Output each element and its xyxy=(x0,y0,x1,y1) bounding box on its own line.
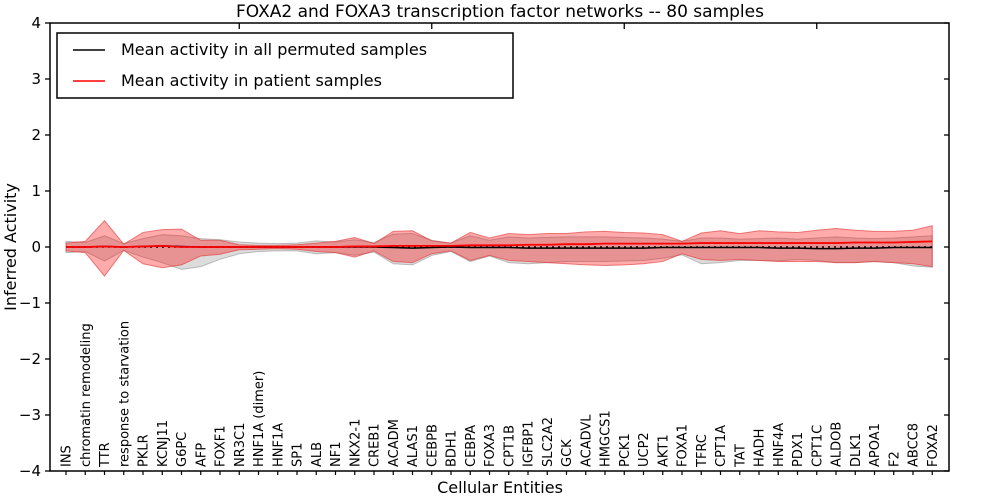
category-label: GCK xyxy=(560,439,575,467)
ytick-label: −4 xyxy=(19,462,41,480)
category-label: ABCC8 xyxy=(907,423,922,467)
category-label: NR3C1 xyxy=(233,423,248,467)
category-label: ALDOB xyxy=(830,422,845,467)
category-label: CPT1B xyxy=(502,425,517,467)
category-label: ALAS1 xyxy=(406,425,421,467)
ytick-label: 1 xyxy=(31,182,41,200)
category-label: TFRC xyxy=(695,434,710,468)
plot-frame xyxy=(49,22,950,472)
category-label: PCK1 xyxy=(618,433,633,467)
category-label: PKLR xyxy=(137,434,152,467)
category-label: HMGCS1 xyxy=(599,410,614,467)
category-label: HNF1A xyxy=(271,423,286,467)
category-label: CEBPB xyxy=(425,424,440,467)
mean-lines-layer xyxy=(66,240,933,250)
category-label: AFP xyxy=(194,443,209,467)
legend-label-patient: Mean activity in patient samples xyxy=(121,71,382,90)
category-label: NKX2-1 xyxy=(348,419,363,467)
legend-box xyxy=(56,32,514,99)
category-label: response to starvation xyxy=(117,321,132,467)
ytick-label: 3 xyxy=(31,70,41,88)
category-label: CREB1 xyxy=(368,423,383,467)
category-label: APOA1 xyxy=(868,423,883,467)
category-label: UCP2 xyxy=(637,432,652,467)
category-label: CPT1C xyxy=(810,425,825,467)
category-label: SLC2A2 xyxy=(541,417,556,467)
category-label: KCNJ11 xyxy=(156,420,171,467)
category-label: FOXA2 xyxy=(926,424,941,467)
x-axis-label: Cellular Entities xyxy=(437,478,563,497)
category-label: HNF1A (dimer) xyxy=(252,371,267,467)
category-label: ACADM xyxy=(387,419,402,467)
category-label: TTR xyxy=(98,442,113,468)
category-label: ALB xyxy=(310,442,325,467)
category-label: HNF4A xyxy=(772,423,787,467)
legend: Mean activity in all permuted samples Me… xyxy=(56,32,514,99)
patient-mean-line xyxy=(66,240,933,248)
category-label: PDX1 xyxy=(791,432,806,467)
category-label: CEBPA xyxy=(464,425,479,467)
category-label: INS xyxy=(60,445,75,467)
ytick-labels-layer: 4 3 2 1 0 −1 −2 −3 −4 xyxy=(19,14,41,480)
ytick-label: −3 xyxy=(19,406,41,424)
category-label: SP1 xyxy=(291,443,306,467)
legend-label-permuted: Mean activity in all permuted samples xyxy=(121,40,427,59)
category-label: ACADVL xyxy=(579,414,594,467)
ytick-label: −1 xyxy=(19,294,41,312)
category-label: DLK1 xyxy=(849,433,864,467)
category-label: FOXA1 xyxy=(676,424,691,467)
category-label: HADH xyxy=(753,429,768,467)
category-label: CPT1A xyxy=(714,425,729,467)
category-label: AKT1 xyxy=(656,434,671,467)
category-label: NF1 xyxy=(329,442,344,467)
y-axis-label: Inferred Activity xyxy=(1,183,20,311)
category-label: chromatin remodeling xyxy=(79,323,94,467)
ytick-label: 4 xyxy=(31,14,41,32)
category-label: G6PC xyxy=(175,432,190,467)
patient-std-band xyxy=(65,219,933,277)
category-label: TAT xyxy=(733,444,748,468)
category-label: BDH1 xyxy=(445,430,460,467)
category-label: F2 xyxy=(887,451,902,467)
category-label: FOXF1 xyxy=(214,425,229,467)
category-label: FOXA3 xyxy=(483,424,498,467)
ytick-label: −2 xyxy=(19,350,41,368)
ytick-label: 2 xyxy=(31,126,41,144)
chart-title: FOXA2 and FOXA3 transcription factor net… xyxy=(236,2,764,22)
ytick-label: 0 xyxy=(31,238,41,256)
category-label: IGFBP1 xyxy=(522,421,537,467)
category-labels-layer: INS chromatin remodeling TTR response to st… xyxy=(60,321,941,468)
